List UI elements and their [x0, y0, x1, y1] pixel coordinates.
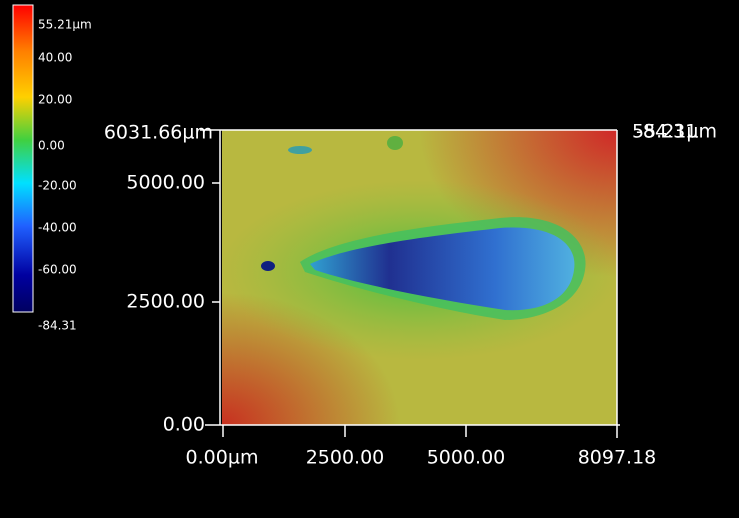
y-tick-label: 6031.66µm: [104, 122, 213, 144]
colorbar-label: 40.00: [38, 51, 72, 65]
x-tick-label: 2500.00: [306, 447, 385, 469]
y-tick-label: 2500.00: [126, 291, 205, 313]
y-tick-label: 0.00: [163, 414, 205, 436]
ticks: [212, 182, 467, 437]
y-tick-label: 5000.00: [126, 172, 205, 194]
colorbar-label: -40.00: [38, 221, 77, 235]
colorbar-label: 0.00: [38, 139, 65, 153]
colorbar-label: 20.00: [38, 93, 72, 107]
colorbar-label: -20.00: [38, 179, 77, 193]
x-tick-label: 0.00µm: [186, 447, 259, 469]
colorbar-label: -84.31: [38, 319, 77, 333]
z-tick-label: 55.21µm: [632, 121, 717, 143]
colorbar: [12, 4, 34, 313]
z-tick-label: -84.31: [636, 121, 697, 143]
x-tick-label: 8097.18: [578, 447, 657, 469]
colorbar-label: -60.00: [38, 263, 77, 277]
colorbar-label: 55.21µm: [38, 18, 92, 32]
surface-image: [220, 130, 620, 425]
x-tick-label: 5000.00: [427, 447, 506, 469]
